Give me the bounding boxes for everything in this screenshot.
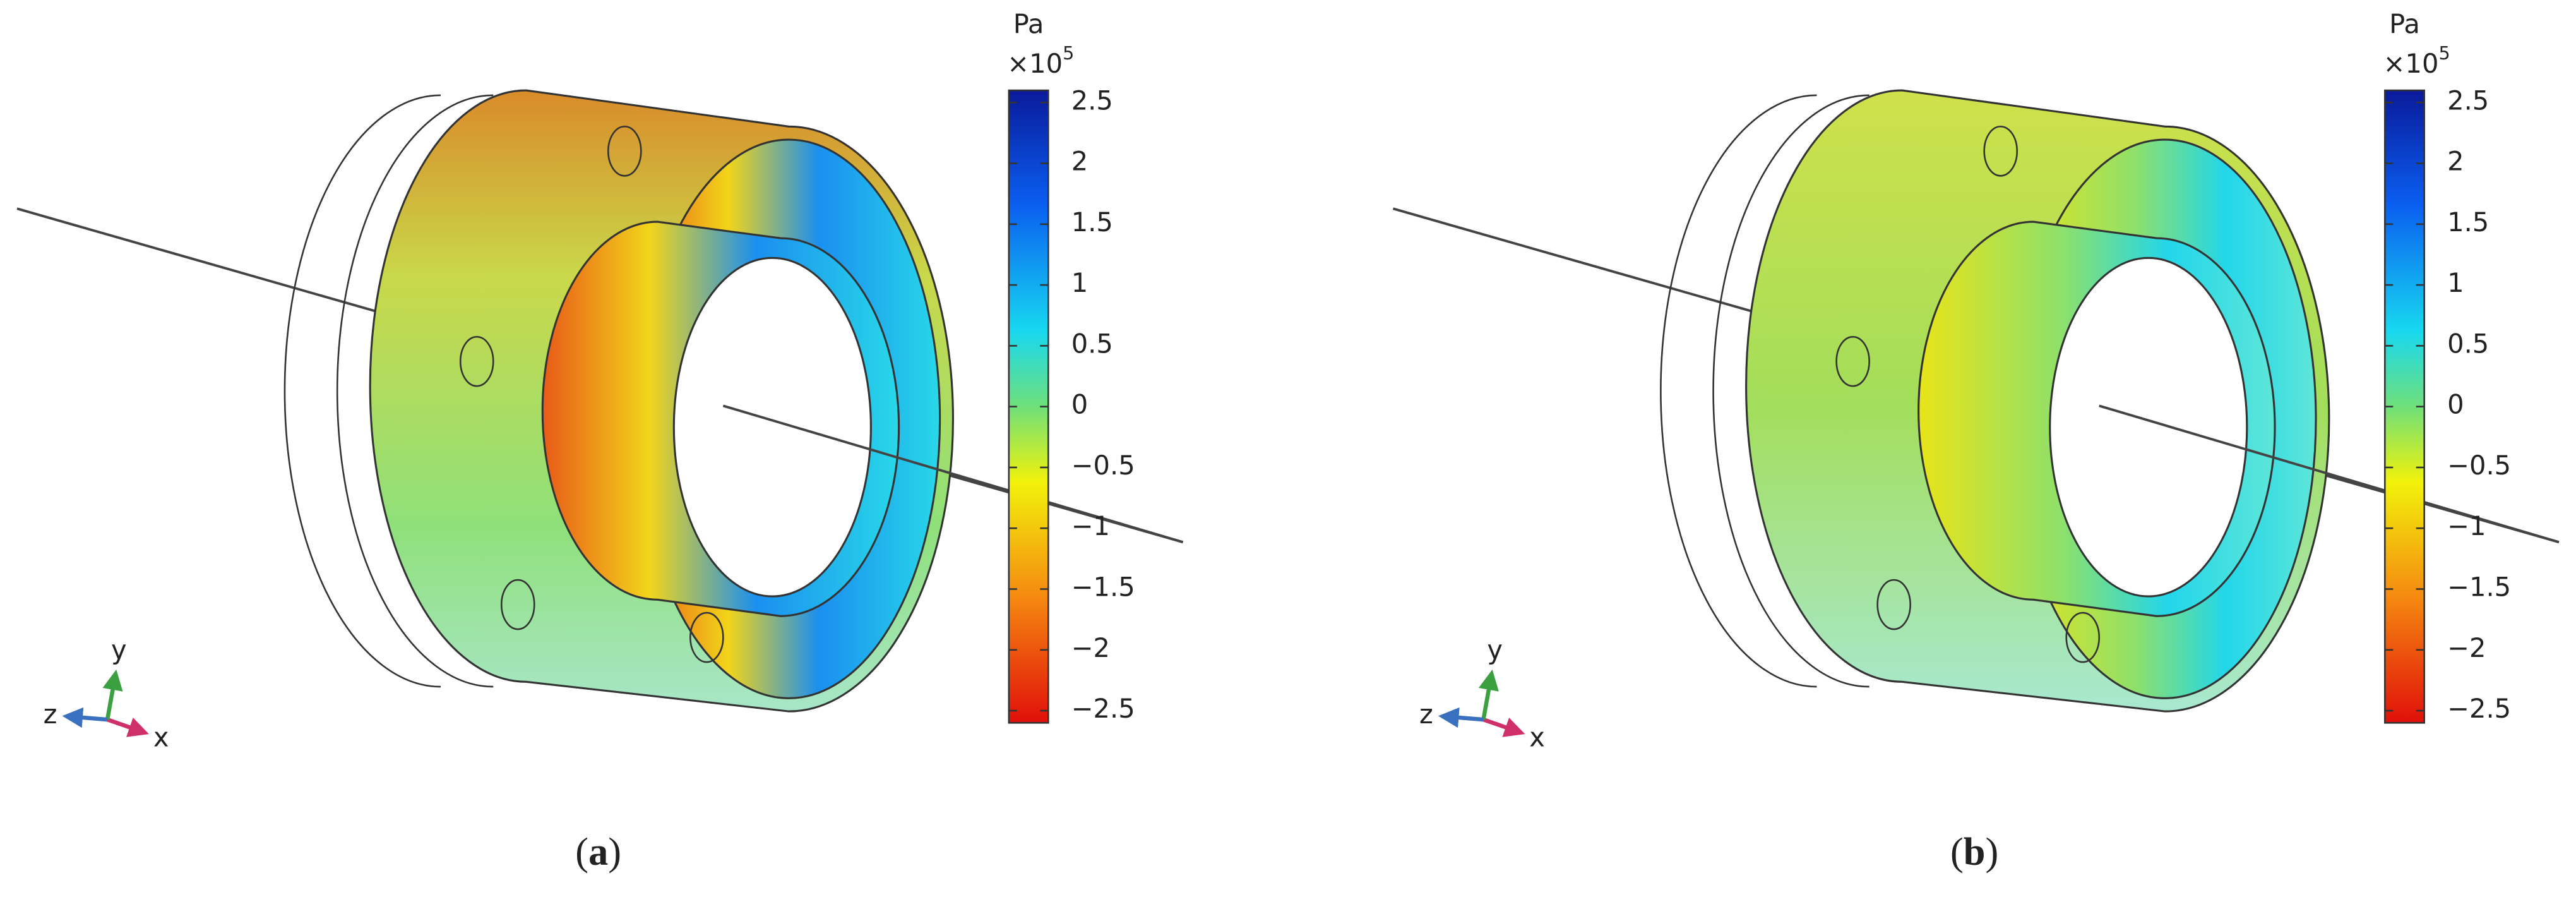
scale-exponent: 5 xyxy=(2439,42,2450,64)
colorbar-tick-label: 1.5 xyxy=(2447,207,2489,238)
caption-close: ) xyxy=(1985,830,1998,874)
axis-y-arrow xyxy=(102,669,123,720)
colorbar-tick-label: −1 xyxy=(2447,510,2486,541)
axis-z-arrow xyxy=(1438,707,1484,728)
hole xyxy=(459,335,494,387)
colorbar-tick-label: −2.5 xyxy=(1071,693,1135,724)
colorbar-tick-label: −1.5 xyxy=(1071,572,1135,603)
axis-x-label: x xyxy=(1529,721,1545,752)
colorbar-tick-label: 0 xyxy=(1071,389,1088,420)
axis-z-label: z xyxy=(1419,699,1433,730)
caption-letter: a xyxy=(588,830,608,874)
axis-x-label: x xyxy=(153,721,169,752)
colorbar-tick-label: 0.5 xyxy=(1071,328,1113,359)
colorbar-tick-label: 1.5 xyxy=(1071,207,1113,238)
inner-hole xyxy=(672,256,872,598)
colorbar-tick-label: −2 xyxy=(2447,632,2486,663)
hole xyxy=(2065,611,2101,663)
colorbar-tick-label: −2 xyxy=(1071,632,1110,663)
colorbar-tick-label: −0.5 xyxy=(1071,450,1135,481)
caption-open: ( xyxy=(1950,830,1964,874)
colorbar-unit: Pa xyxy=(1013,9,1044,40)
colorbar-tick-label: 2 xyxy=(2447,146,2464,177)
axis-x-arrow xyxy=(107,718,150,737)
inner-hole xyxy=(2049,256,2248,598)
caption-open: ( xyxy=(575,830,588,874)
colorbar-tick-label: 2.5 xyxy=(1071,85,1113,116)
colorbar-unit: Pa xyxy=(2389,9,2420,40)
colorbar-tick-label: −1.5 xyxy=(2447,572,2511,603)
seam xyxy=(336,94,494,688)
axis-y-arrow xyxy=(1478,669,1499,720)
hole xyxy=(1876,579,1911,630)
colorbar-tick-label: 1 xyxy=(2447,267,2464,298)
colorbar-tick-label: 2.5 xyxy=(2447,85,2489,116)
caption-close: ) xyxy=(608,830,621,874)
colorbar-tick-label: −1 xyxy=(1071,510,1110,541)
colorbar-tick-label: 1 xyxy=(1071,267,1088,298)
rotation-axis-front xyxy=(2099,404,2560,544)
axis-y-label: y xyxy=(111,634,127,665)
rotation-axis-front xyxy=(722,404,1184,544)
colorbar-tick-label: 0.5 xyxy=(2447,328,2489,359)
hole xyxy=(500,579,535,630)
axis-z-label: z xyxy=(44,699,57,730)
axis-z-arrow xyxy=(62,707,108,728)
hole xyxy=(1983,125,2018,177)
scale-base: ×10 xyxy=(1007,48,1063,79)
scale-base: ×10 xyxy=(2383,48,2439,79)
colorbar-tick-label: −0.5 xyxy=(2447,450,2511,481)
caption-letter: b xyxy=(1964,830,1986,874)
caption: (b) xyxy=(1950,830,1998,874)
caption: (a) xyxy=(575,830,621,874)
seam xyxy=(283,94,441,688)
colorbar-tick-label: 0 xyxy=(2447,389,2464,420)
scale-exponent: 5 xyxy=(1063,42,1074,64)
colorbar-tick-label: −2.5 xyxy=(2447,693,2511,724)
hole xyxy=(607,125,642,177)
seam xyxy=(1660,94,1817,688)
axis-x-arrow xyxy=(1482,718,1525,737)
seam xyxy=(1712,94,1869,688)
colorbar-tick-label: 2 xyxy=(1071,146,1088,177)
hole xyxy=(1835,335,1870,387)
colorbar-scale: ×105 xyxy=(1007,42,1074,79)
colorbar-scale: ×105 xyxy=(2383,42,2450,79)
hole xyxy=(689,611,724,663)
axis-y-label: y xyxy=(1487,634,1503,665)
